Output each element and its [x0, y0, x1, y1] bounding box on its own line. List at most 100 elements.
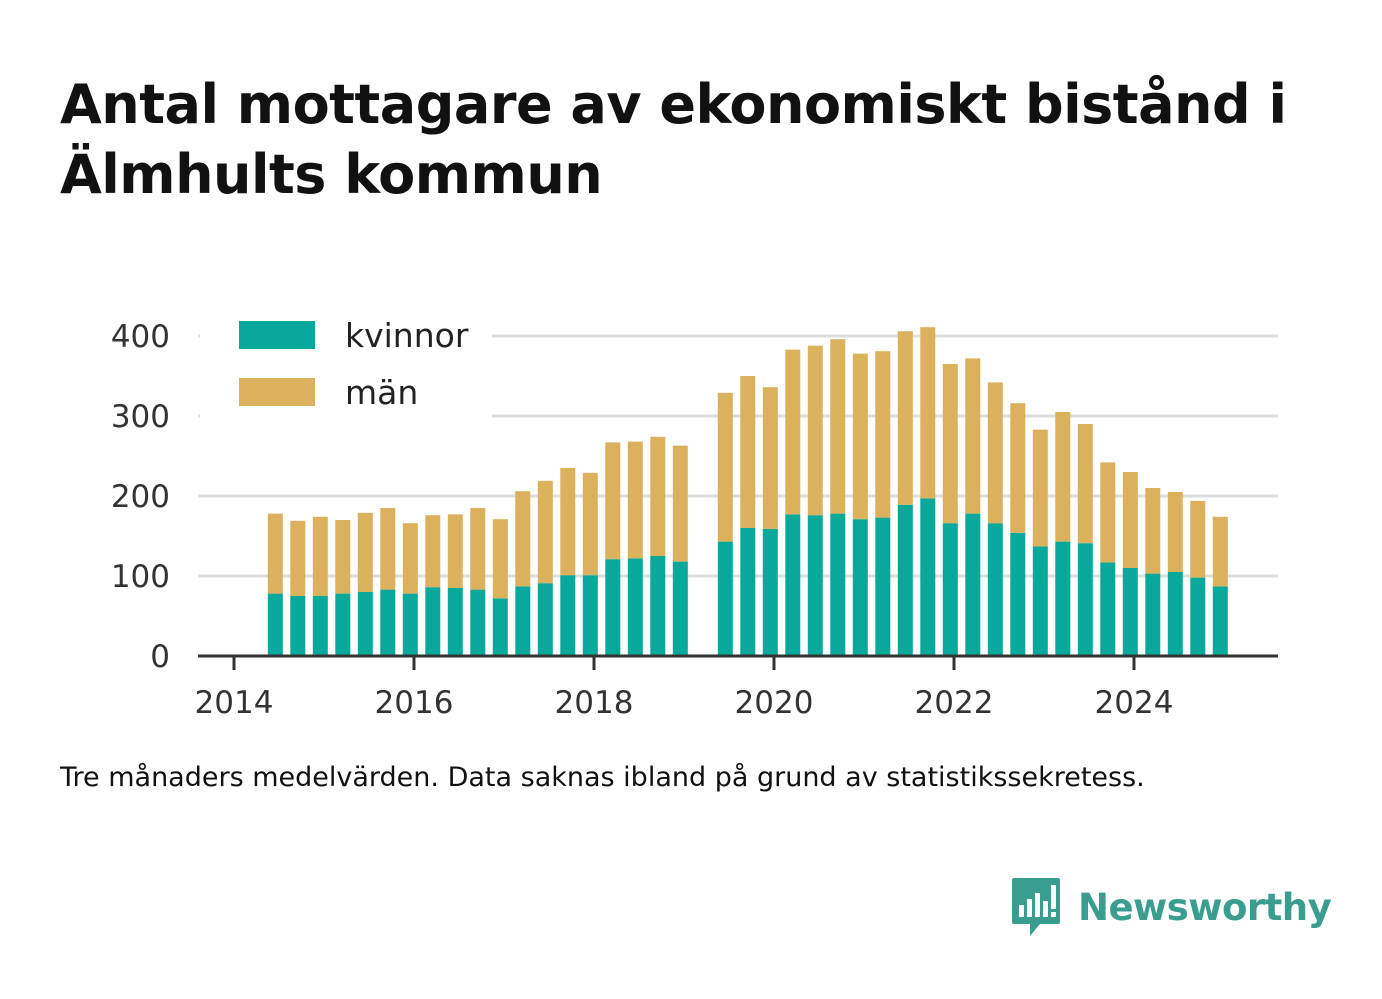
bar-kvinnor-2016-03	[425, 587, 441, 656]
bar-kvinnor-2023-12	[1122, 568, 1138, 656]
stacked-bar-chart: 0 100 200 300 400 2014 2016 2018 2020 2022 2024 k…	[111, 316, 1278, 721]
bar-man-2020-06	[807, 345, 823, 516]
bar-kvinnor-2015-06	[357, 592, 373, 656]
bar-man-2017-03	[515, 491, 531, 587]
bar-kvinnor-2021-03	[875, 517, 891, 656]
bar-kvinnor-2017-06	[537, 583, 553, 656]
bar-kvinnor-2022-06	[987, 523, 1003, 656]
y-tick-label: 400	[111, 319, 170, 355]
bar-man-2015-12	[402, 523, 418, 594]
bar-kvinnor-2019-06	[717, 541, 733, 656]
bar-kvinnor-2024-06	[1167, 572, 1183, 656]
bar-man-2014-09	[290, 520, 306, 596]
bar-man-2018-03	[605, 442, 621, 560]
bar-kvinnor-2020-06	[807, 515, 823, 656]
bar-kvinnor-2016-09	[470, 589, 486, 656]
bar-kvinnor-2020-09	[830, 513, 846, 656]
bar-man-2019-06	[717, 392, 733, 542]
bar-kvinnor-2023-06	[1077, 543, 1093, 656]
bar-man-2016-03	[425, 515, 441, 588]
bar-kvinnor-2015-03	[335, 593, 351, 656]
bar-man-2018-09	[650, 436, 666, 556]
bar-man-2021-06	[897, 331, 913, 505]
bar-man-2022-03	[965, 358, 981, 514]
x-tick-label: 2016	[375, 685, 454, 721]
brand-name: Newsworthy	[1078, 885, 1332, 929]
bar-kvinnor-2017-03	[515, 586, 531, 656]
chart-title: Antal mottagare av ekonomiskt bistånd i …	[60, 73, 1287, 206]
bar-man-2016-06	[447, 514, 463, 588]
bar-kvinnor-2022-03	[965, 513, 981, 656]
footnote: Tre månaders medelvärden. Data saknas ib…	[60, 762, 1145, 793]
x-axis-ticks: 2014 2016 2018 2020 2022 2024	[195, 656, 1174, 721]
bar-man-2024-12	[1212, 516, 1228, 587]
bar-man-2023-12	[1122, 472, 1138, 568]
newsworthy-logo-icon	[1012, 878, 1060, 936]
bar-kvinnor-2014-06	[267, 593, 283, 656]
bar-man-2021-03	[875, 351, 891, 518]
bar-man-2020-09	[830, 339, 846, 514]
bar-kvinnor-2024-09	[1190, 577, 1206, 656]
bar-man-2021-09	[920, 327, 936, 499]
bar-kvinnor-2018-09	[650, 556, 666, 656]
bar-man-2022-09	[1010, 403, 1026, 533]
bar-man-2023-06	[1077, 424, 1093, 544]
bar-kvinnor-2016-12	[492, 598, 508, 656]
bar-man-2015-09	[380, 508, 396, 590]
bar-kvinnor-2019-12	[762, 528, 778, 656]
bar-man-2014-12	[312, 516, 328, 596]
bar-man-2018-12	[672, 445, 688, 562]
bar-kvinnor-2020-12	[852, 519, 868, 656]
bar-man-2019-12	[762, 387, 778, 529]
bar-man-2021-12	[942, 364, 958, 524]
bar-kvinnor-2018-06	[627, 558, 643, 656]
bar-man-2020-03	[785, 349, 801, 515]
bar-man-2014-06	[267, 513, 283, 594]
bar-kvinnor-2023-09	[1100, 562, 1116, 656]
bar-kvinnor-2017-09	[560, 575, 576, 656]
bar-kvinnor-2016-06	[447, 588, 463, 656]
bar-kvinnor-2023-03	[1055, 541, 1071, 656]
x-tick-label: 2018	[555, 685, 634, 721]
bars	[267, 327, 1228, 656]
y-tick-label: 100	[111, 559, 170, 595]
bar-kvinnor-2018-03	[605, 559, 621, 656]
bar-kvinnor-2022-12	[1032, 546, 1048, 656]
y-tick-label: 0	[150, 639, 170, 675]
brand-logo[interactable]: Newsworthy	[1010, 876, 1332, 938]
bar-kvinnor-2018-12	[672, 561, 688, 656]
bar-kvinnor-2015-09	[380, 589, 396, 656]
bar-man-2019-09	[740, 376, 756, 528]
bar-man-2022-06	[987, 382, 1003, 524]
y-tick-label: 200	[111, 479, 170, 515]
bar-kvinnor-2015-12	[402, 593, 418, 656]
bar-kvinnor-2024-12	[1212, 586, 1228, 656]
bar-man-2018-06	[627, 441, 643, 559]
bar-man-2015-06	[357, 512, 373, 592]
x-tick-label: 2024	[1095, 685, 1174, 721]
bar-kvinnor-2021-12	[942, 523, 958, 656]
bar-kvinnor-2017-12	[582, 575, 598, 656]
bar-kvinnor-2020-03	[785, 514, 801, 656]
bar-man-2017-12	[582, 472, 598, 576]
bar-man-2024-09	[1190, 500, 1206, 578]
bar-kvinnor-2014-09	[290, 596, 306, 656]
bar-man-2024-06	[1167, 492, 1183, 572]
legend-label-man: män	[345, 373, 418, 412]
bar-man-2020-12	[852, 353, 868, 520]
y-tick-label: 300	[111, 399, 170, 435]
bar-kvinnor-2014-12	[312, 596, 328, 656]
legend-label-kvinnor: kvinnor	[345, 316, 469, 355]
x-tick-label: 2022	[915, 685, 994, 721]
x-tick-label: 2020	[735, 685, 814, 721]
bar-man-2015-03	[335, 520, 351, 594]
legend: kvinnor män	[200, 316, 492, 418]
bar-kvinnor-2019-09	[740, 528, 756, 656]
bar-man-2017-09	[560, 468, 576, 576]
legend-swatch-man	[239, 378, 315, 406]
bar-kvinnor-2021-06	[897, 504, 913, 656]
bar-man-2016-09	[470, 508, 486, 590]
bar-man-2023-03	[1055, 412, 1071, 542]
bar-man-2017-06	[537, 480, 553, 584]
bar-man-2022-12	[1032, 429, 1048, 547]
